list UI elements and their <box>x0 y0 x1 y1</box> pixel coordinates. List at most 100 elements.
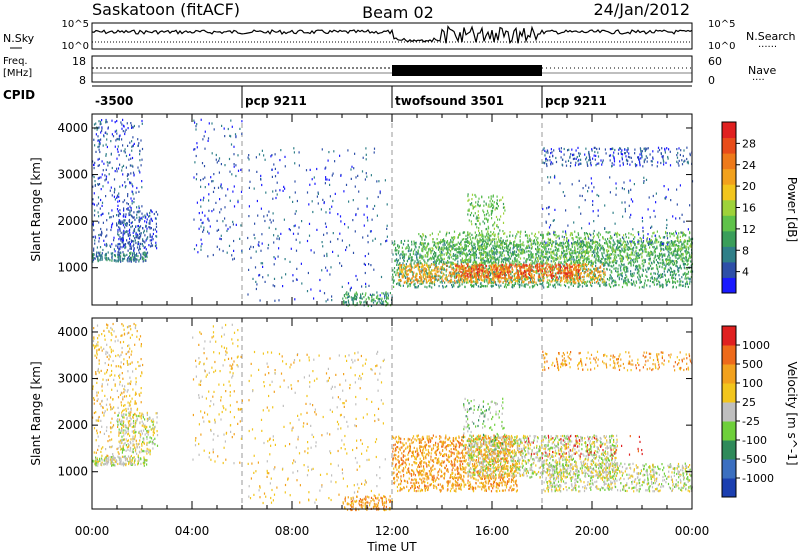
echo-cell <box>131 221 133 224</box>
echo-cell <box>674 240 676 243</box>
echo-cell <box>428 285 430 288</box>
echo-cell <box>423 245 426 248</box>
echo-cell <box>578 280 580 283</box>
echo-cell <box>472 245 474 248</box>
echo-cell <box>131 183 133 186</box>
echo-cell <box>653 278 655 282</box>
echo-cell <box>682 284 684 287</box>
echo-cell <box>330 266 332 269</box>
echo-cell <box>456 272 458 275</box>
echo-cell <box>479 271 481 275</box>
echo-cell <box>438 246 440 249</box>
echo-cell <box>540 233 542 236</box>
echo-cell <box>392 269 394 272</box>
echo-cell <box>421 266 423 269</box>
echo-cell <box>497 262 499 265</box>
echo-cell <box>481 245 484 248</box>
echo-cell <box>553 268 555 271</box>
echo-cell <box>459 254 461 257</box>
echo-cell <box>92 255 94 258</box>
echo-cell <box>439 260 441 263</box>
echo-cell <box>385 240 387 243</box>
echo-cell <box>463 246 466 250</box>
echo-cell <box>494 275 496 278</box>
echo-cell <box>373 293 375 296</box>
echo-cell <box>623 282 625 285</box>
echo-cell <box>340 174 342 177</box>
echo-cell <box>116 170 118 173</box>
echo-cell <box>571 265 573 268</box>
echo-cell <box>511 264 513 267</box>
echo-cell <box>647 266 649 269</box>
echo-cell <box>422 245 424 248</box>
echo-cell <box>494 243 496 246</box>
echo-cell <box>490 254 492 257</box>
echo-cell <box>247 156 249 159</box>
echo-cell <box>514 259 516 262</box>
echo-cell <box>525 270 527 273</box>
echo-cell <box>608 279 610 282</box>
echo-cell <box>392 253 394 256</box>
echo-cell <box>474 276 476 279</box>
echo-cell <box>112 135 115 138</box>
echo-cell <box>461 274 463 278</box>
echo-cell <box>540 271 542 274</box>
echo-cell <box>518 286 521 289</box>
echo-cell <box>509 278 511 281</box>
echo-cell <box>557 272 559 275</box>
echo-cell <box>93 214 96 217</box>
echo-cell <box>446 276 448 279</box>
echo-cell <box>280 232 282 235</box>
echo-cell <box>344 301 346 304</box>
echo-cell <box>432 269 434 272</box>
echo-cell <box>506 259 508 262</box>
echo-cell <box>469 260 471 263</box>
echo-cell <box>479 278 481 281</box>
echo-cell <box>484 273 486 276</box>
echo-cell <box>149 227 151 230</box>
echo-cell <box>575 274 577 277</box>
echo-cell <box>397 282 399 285</box>
echo-cell <box>504 277 506 280</box>
echo-cell <box>580 265 582 268</box>
echo-cell <box>422 276 424 279</box>
echo-cell <box>543 279 545 282</box>
echo-cell <box>216 161 218 164</box>
echo-cell <box>505 263 508 266</box>
echo-cell <box>622 257 624 260</box>
echo-cell <box>233 239 235 243</box>
echo-cell <box>131 156 134 160</box>
echo-cell <box>213 128 215 131</box>
echo-cell <box>290 247 292 250</box>
echo-cell <box>631 283 634 286</box>
echo-cell <box>352 299 354 302</box>
echo-cell <box>132 231 134 234</box>
echo-cell <box>129 247 131 250</box>
echo-cell <box>114 255 116 258</box>
echo-cell <box>282 285 284 288</box>
echo-cell <box>94 180 96 183</box>
echo-cell <box>553 265 555 268</box>
echo-cell <box>600 244 602 247</box>
echo-cell <box>414 260 416 263</box>
echo-cell <box>144 220 146 223</box>
echo-cell <box>400 268 402 271</box>
echo-cell <box>104 253 107 256</box>
echo-cell <box>118 192 120 195</box>
echo-cell <box>193 148 195 151</box>
echo-cell <box>490 260 492 263</box>
echo-cell <box>461 279 463 282</box>
echo-cell <box>586 263 588 266</box>
echo-cell <box>583 264 585 267</box>
echo-cell <box>684 277 686 280</box>
echo-cell <box>229 199 231 202</box>
echo-cell <box>614 257 616 260</box>
echo-cell <box>120 222 122 225</box>
echo-cell <box>611 271 613 274</box>
echo-cell <box>491 240 493 243</box>
echo-cell <box>493 251 495 254</box>
echo-cell <box>687 272 689 275</box>
echo-cell <box>275 196 277 200</box>
echo-cell <box>540 279 542 282</box>
echo-cell <box>463 277 466 280</box>
